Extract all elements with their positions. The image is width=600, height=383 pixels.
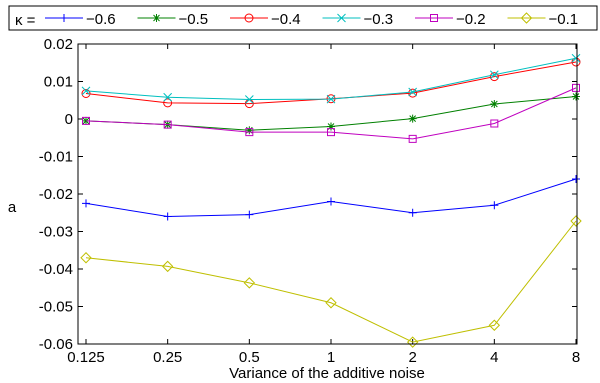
x-tick-label: 8 xyxy=(572,349,580,366)
data-point xyxy=(490,119,499,128)
x-tick-label: 4 xyxy=(490,349,498,366)
y-tick-label: -0.05 xyxy=(39,299,73,316)
data-point xyxy=(327,197,335,206)
x-tick-label: 2 xyxy=(408,349,416,366)
data-point xyxy=(82,199,90,208)
data-point xyxy=(490,100,499,108)
data-point xyxy=(572,92,580,101)
data-point xyxy=(570,215,582,227)
data-point xyxy=(408,114,417,123)
series-x xyxy=(81,53,581,104)
data-point xyxy=(245,210,254,219)
legend-marker xyxy=(244,13,254,23)
legend-item: −0.1 xyxy=(507,11,579,28)
series-square xyxy=(82,83,580,143)
plot-frame xyxy=(77,43,578,345)
data-point xyxy=(408,208,417,217)
data-point xyxy=(163,212,172,221)
legend-label: −0.4 xyxy=(271,11,301,28)
data-point xyxy=(489,70,499,80)
data-point xyxy=(490,201,499,210)
data-point xyxy=(80,252,92,264)
data-point xyxy=(243,277,256,289)
legend-marker xyxy=(430,14,438,22)
x-axis-title: Variance of the additive noise xyxy=(229,365,425,382)
legend-marker xyxy=(520,12,533,24)
legend-marker xyxy=(60,14,68,22)
legend-box xyxy=(8,5,598,31)
data-point xyxy=(163,92,173,102)
series-layer xyxy=(80,53,582,348)
data-point xyxy=(326,94,336,104)
data-point xyxy=(245,128,254,137)
data-point xyxy=(327,122,335,131)
legend-label: −0.3 xyxy=(364,11,394,28)
legend-label: −0.5 xyxy=(179,11,209,28)
legend-marker xyxy=(337,13,346,23)
axis-ticks: -0.06 -0.05 -0.04 -0.03 -0.02 -0.01 0 0.01 0.02 0… xyxy=(39,36,580,366)
legend-label: −0.1 xyxy=(549,11,579,28)
data-point xyxy=(161,260,174,273)
data-point xyxy=(163,98,173,108)
series-plus xyxy=(82,175,580,221)
series-line xyxy=(85,220,577,343)
x-tick-label: 0.5 xyxy=(239,349,260,366)
y-tick-label: -0.06 xyxy=(39,336,73,353)
data-point xyxy=(488,319,501,331)
legend-label: −0.6 xyxy=(86,11,116,28)
legend-title: κ = xyxy=(15,12,36,29)
series-line xyxy=(85,87,577,140)
legend-label: −0.2 xyxy=(456,11,486,28)
y-axis-title: a xyxy=(8,199,17,216)
x-tick-label: 1 xyxy=(327,349,335,366)
plot-area xyxy=(78,44,577,344)
data-point xyxy=(572,175,580,183)
data-point xyxy=(327,128,335,137)
data-point xyxy=(408,88,418,98)
data-point xyxy=(244,95,254,104)
y-tick-label: -0.02 xyxy=(39,186,73,203)
y-tick-label: -0.03 xyxy=(39,224,73,241)
data-point xyxy=(325,297,337,309)
y-tick-label: 0.01 xyxy=(44,74,73,91)
y-tick-label: 0.02 xyxy=(44,36,73,53)
legend: κ = −0.6 −0.5 −0.4 −0.3 −0.2 −0.1 xyxy=(8,5,598,31)
x-tick-label: 0.25 xyxy=(153,349,182,366)
data-point xyxy=(408,87,418,97)
data-point xyxy=(81,86,91,96)
data-point xyxy=(245,126,254,135)
legend-item: −0.4 xyxy=(230,11,301,28)
data-point xyxy=(406,336,419,348)
data-point xyxy=(408,134,417,143)
y-tick-label: -0.01 xyxy=(39,149,73,166)
data-point xyxy=(489,72,499,82)
data-point xyxy=(572,83,580,92)
series-diamond xyxy=(80,215,582,348)
data-point xyxy=(82,116,90,125)
legend-item: −0.3 xyxy=(322,11,394,28)
legend-marker xyxy=(152,14,161,22)
data-point xyxy=(571,53,581,63)
legend-item: −0.2 xyxy=(415,11,486,28)
legend-item: −0.6 xyxy=(45,11,116,28)
legend-item: −0.5 xyxy=(137,11,209,28)
x-tick-label: 0.125 xyxy=(67,349,105,366)
y-tick-label: 0 xyxy=(65,111,73,128)
y-tick-label: -0.04 xyxy=(39,261,73,278)
data-point xyxy=(81,89,91,98)
data-point xyxy=(163,120,172,129)
